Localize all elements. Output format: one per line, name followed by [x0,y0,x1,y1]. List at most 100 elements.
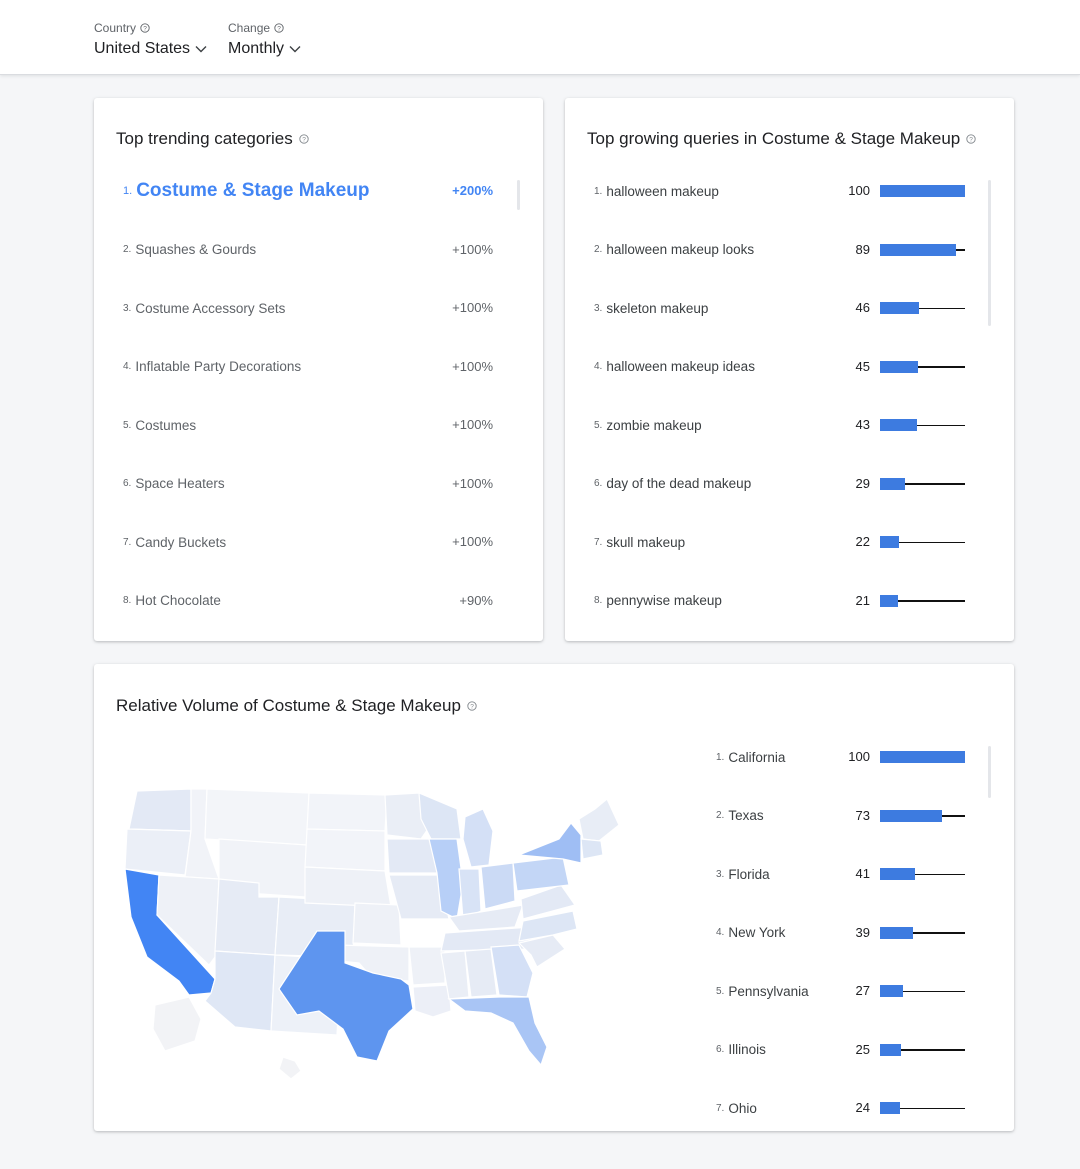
bar-track [880,483,965,485]
help-icon[interactable]: ? [274,23,284,33]
change-filter-label: Change [228,21,271,35]
query-item[interactable]: 7. skull makeup [594,532,685,552]
country-select[interactable]: United States [94,40,207,58]
query-name: halloween makeup ideas [606,359,755,374]
query-value: 22 [855,534,870,549]
state-item[interactable]: 5. Pennsylvania [716,981,809,1001]
map-state [278,930,414,1062]
chevron-down-icon [289,40,301,58]
bar-fill [880,360,919,373]
trending-categories-card: Top trending categories ? 1. Costume & St… [94,98,543,641]
state-item[interactable]: 7. Ohio [716,1098,757,1118]
category-name: Costumes [135,417,197,433]
category-item[interactable]: 3. Costume Accessory Sets [123,296,285,320]
value-bar [880,477,965,490]
rank-number: 1. [123,185,133,197]
map-state [204,788,310,846]
state-item[interactable]: 1. California [716,747,785,767]
bar-fill [880,302,920,314]
growing-queries-card: Top growing queries in Costume & Stage M… [565,98,1014,641]
category-change: +200% [452,183,493,198]
help-icon[interactable]: ? [467,701,477,711]
bar-fill [880,594,898,607]
value-bar [880,594,965,607]
rank-number: 2. [123,244,132,255]
query-item[interactable]: 2. halloween makeup looks [594,240,754,260]
trending-categories-title: Top trending categories [116,129,293,148]
change-select[interactable]: Monthly [228,40,301,58]
bar-fill [880,185,965,197]
state-value: 27 [855,983,870,998]
state-name: Texas [728,808,764,823]
map-state [304,828,386,872]
state-name: Ohio [728,1100,757,1116]
help-icon[interactable]: ? [140,23,150,33]
map-state [440,950,470,1000]
bar-track [880,424,965,426]
value-bar [880,419,965,431]
state-item[interactable]: 6. Illinois [716,1040,766,1060]
category-name: Hot Chocolate [135,593,221,608]
category-change: +100% [452,300,493,315]
map-state [408,946,446,986]
rank-number: 3. [123,302,132,314]
value-bar [880,868,965,880]
map-state [306,792,388,832]
svg-text:?: ? [302,136,306,143]
svg-text:?: ? [143,25,147,32]
query-value: 21 [855,592,870,608]
category-item[interactable]: 5. Costumes [123,413,196,437]
map-state [518,822,582,864]
change-filter-label-row: Change ? [228,20,301,36]
state-item[interactable]: 2. Texas [716,806,764,826]
bar-fill [880,243,956,256]
category-change: +100% [452,358,493,374]
us-map[interactable] [119,779,639,1089]
value-bar [880,985,965,997]
scrollbar[interactable] [517,180,520,210]
category-item[interactable]: 1. Costume & Stage Makeup [123,179,370,203]
svg-text:?: ? [470,703,474,710]
map-state [464,948,498,998]
query-value: 43 [855,417,870,432]
state-item[interactable]: 4. New York [716,923,785,943]
card-title: Relative Volume of Costume & Stage Makeu… [116,696,477,716]
query-value: 89 [855,241,870,257]
state-name: Illinois [728,1042,766,1057]
rank-number: 8. [594,595,603,606]
category-item[interactable]: 6. Space Heaters [123,472,225,496]
rank-number: 6. [594,478,603,489]
country-filter[interactable]: Country ? United States [94,20,207,58]
rank-number: 5. [716,985,725,997]
card-title: Top trending categories ? [116,129,309,149]
state-value: 25 [855,1041,870,1057]
value-bar [880,1043,965,1056]
category-change: +100% [452,475,493,491]
query-item[interactable]: 5. zombie makeup [594,415,702,435]
query-item[interactable]: 8. pennywise makeup [594,591,722,611]
map-state [458,868,482,920]
value-bar [880,809,965,822]
state-name: California [728,749,786,765]
category-item[interactable]: 4. Inflatable Party Decorations [123,355,301,379]
category-item[interactable]: 8. Hot Chocolate [123,589,221,613]
query-item[interactable]: 6. day of the dead makeup [594,474,751,494]
query-item[interactable]: 4. halloween makeup ideas [594,357,755,377]
help-icon[interactable]: ? [966,134,976,144]
bar-fill [880,985,903,997]
query-name: skeleton makeup [606,300,709,316]
query-item[interactable]: 3. skeleton makeup [594,298,708,318]
value-bar [880,185,965,197]
rank-number: 2. [716,810,725,821]
state-item[interactable]: 3. Florida [716,864,770,884]
scrollbar[interactable] [988,746,991,798]
query-item[interactable]: 1. halloween makeup [594,181,719,201]
category-item[interactable]: 7. Candy Buckets [123,530,226,554]
query-name: pennywise makeup [606,593,722,608]
scrollbar[interactable] [988,180,991,326]
help-icon[interactable]: ? [299,134,309,144]
category-item[interactable]: 2. Squashes & Gourds [123,238,256,262]
change-filter[interactable]: Change ? Monthly [228,20,301,58]
state-name: New York [728,925,786,940]
map-state [388,874,450,920]
